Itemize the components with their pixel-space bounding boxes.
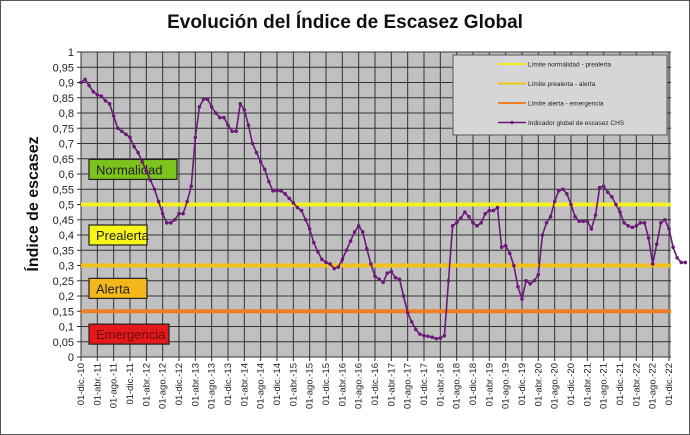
legend-item: Límite normalidad - prealerta xyxy=(528,62,611,69)
y-tick-label: 0,35 xyxy=(53,245,74,257)
x-tick-label: 01-ago.-20 xyxy=(550,363,561,409)
y-tick-label: 1 xyxy=(68,47,74,59)
y-tick-label: 0,55 xyxy=(53,184,74,196)
x-tick-label: 01-dic.-16 xyxy=(370,363,381,405)
y-tick-label: 0,4 xyxy=(59,230,74,242)
x-tick-label: 01-abr.-16 xyxy=(337,363,348,406)
zone-label-alerta xyxy=(88,277,148,299)
legend-item: Indicador global de escasez CHS xyxy=(528,120,625,127)
svg-text:Alerta: Alerta xyxy=(96,281,131,296)
x-tick-label: 01-abr.-21 xyxy=(582,363,593,406)
x-tick-label: 01-ago.-13 xyxy=(207,363,218,409)
x-tick-label: 01-abr.-12 xyxy=(141,363,152,406)
y-tick-label: 0,85 xyxy=(53,93,74,105)
x-tick-label: 01-dic.-15 xyxy=(321,363,332,405)
x-tick-label: 01-abr.-20 xyxy=(533,363,544,406)
y-tick-label: 0,2 xyxy=(59,291,74,303)
x-tick-label: 01-ago.-19 xyxy=(501,363,512,409)
x-tick-label: 01-abr.-22 xyxy=(631,363,642,406)
x-tick-label: 01-dic.-18 xyxy=(468,363,479,405)
y-tick-label: 0,05 xyxy=(53,337,74,349)
y-tick-label: 0,25 xyxy=(53,276,74,288)
chart-title: Evolución del Índice de Escasez Global xyxy=(167,12,523,33)
x-tick-label: 01-ago.-22 xyxy=(648,363,659,409)
zone-labels: Normalidad Prealerta Alerta Emergencia xyxy=(88,158,178,345)
y-tick-label: 0,75 xyxy=(53,123,74,135)
x-tick-label: 01-abr.-18 xyxy=(435,363,446,406)
y-tick-label: 0,1 xyxy=(59,322,74,334)
x-tick-label: 01-abr.-11 xyxy=(92,363,103,406)
x-tick-label: 01-ago.-18 xyxy=(452,363,463,409)
y-tick-label: 0,15 xyxy=(53,306,74,318)
y-tick-label: 0,9 xyxy=(59,78,74,90)
y-tick-label: 0,7 xyxy=(59,139,74,151)
zone-label-prealerta xyxy=(88,224,148,246)
series-line xyxy=(79,77,688,341)
x-tick-label: 01-dic.-21 xyxy=(615,363,626,405)
x-tick-label: 01-dic.-10 xyxy=(76,363,87,405)
zone-label-normalidad xyxy=(88,158,178,181)
x-tick-label: 01-dic.-13 xyxy=(223,363,234,405)
x-tick-label: 01-abr.-15 xyxy=(288,363,299,406)
x-axis: 01-dic.-10 01-abr.-11 01-ago.-11 01-dic.-11… xyxy=(76,357,675,409)
svg-text:Normalidad: Normalidad xyxy=(96,162,162,177)
x-tick-label: 01-dic.-12 xyxy=(174,363,185,405)
x-tick-label: 01-abr.-17 xyxy=(386,363,397,406)
x-tick-label: 01-dic.-14 xyxy=(272,363,283,405)
svg-text:Emergencia: Emergencia xyxy=(96,327,166,342)
svg-text:Prealerta: Prealerta xyxy=(96,228,150,243)
x-tick-label: 01-dic.-11 xyxy=(125,363,136,405)
y-tick-label: 0,6 xyxy=(59,169,74,181)
y-tick-label: 0 xyxy=(68,352,74,364)
x-tick-label: 01-ago.-16 xyxy=(354,363,365,409)
y-tick-label: 0,65 xyxy=(53,154,74,166)
x-tick-label: 01-ago.-12 xyxy=(158,363,169,409)
x-tick-label: 01-abr.-14 xyxy=(239,363,250,406)
x-tick-label: 01-dic.-22 xyxy=(664,363,675,405)
x-tick-label: 01-ago.-14 xyxy=(256,363,267,409)
x-tick-label: 01-abr.-19 xyxy=(484,363,495,406)
y-tick-label: 0,3 xyxy=(59,261,74,273)
y-tick-label: 0,95 xyxy=(53,62,74,74)
x-tick-label: 01-abr.-13 xyxy=(190,363,201,406)
x-tick-label: 01-dic.-17 xyxy=(419,363,430,405)
x-tick-label: 01-ago.-11 xyxy=(109,363,120,408)
legend-item: Límite alerta - emergencia xyxy=(528,101,604,108)
x-tick-label: 01-ago.-17 xyxy=(403,363,414,409)
x-tick-label: 01-dic.-19 xyxy=(517,363,528,405)
zone-label-emergencia xyxy=(88,323,170,345)
y-tick-label: 0,45 xyxy=(53,215,74,227)
x-tick-label: 01-dic.-20 xyxy=(566,363,577,405)
x-tick-label: 01-ago.-15 xyxy=(305,363,316,409)
y-tick-label: 0,5 xyxy=(59,200,74,212)
x-tick-label: 01-ago.-21 xyxy=(599,363,610,409)
legend: Límite normalidad - prealerta Límite prea… xyxy=(452,54,668,136)
y-tick-label: 0,8 xyxy=(59,108,74,120)
legend-item: Límite prealerta - alerta xyxy=(528,81,596,88)
